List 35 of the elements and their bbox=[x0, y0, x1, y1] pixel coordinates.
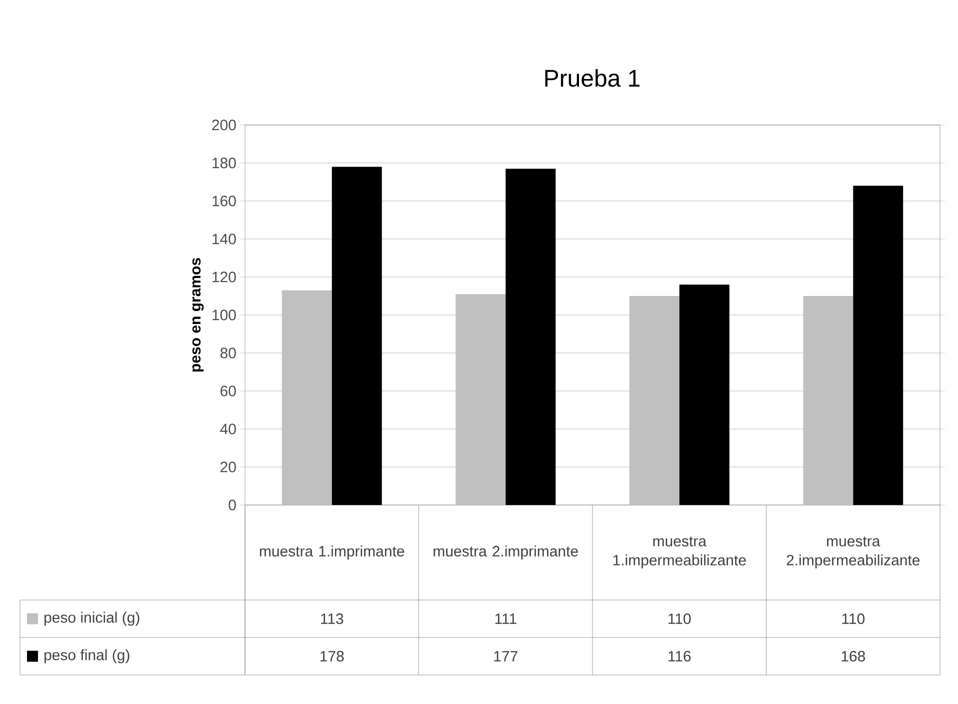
bar bbox=[853, 186, 904, 505]
bar bbox=[282, 290, 332, 505]
y-tick-label: 60 bbox=[220, 386, 236, 396]
legend-label: peso final (g) bbox=[44, 649, 130, 664]
bar bbox=[456, 294, 506, 505]
data-label: 178 bbox=[320, 650, 344, 662]
x-tick-label: muestra 2.imprimante bbox=[434, 546, 578, 560]
y-tick-label: 200 bbox=[212, 120, 236, 130]
data-label: 110 bbox=[842, 613, 864, 624]
data-label: 111 bbox=[495, 614, 516, 624]
y-tick-label: 80 bbox=[220, 348, 236, 358]
bar bbox=[506, 168, 556, 505]
x-tick-label: muestra 2.impermeabilizante bbox=[786, 536, 920, 568]
x-tick-label: muestra 1.imprimante bbox=[260, 546, 404, 560]
x-tick-label: muestra 1.impermeabilizante bbox=[613, 536, 746, 568]
bar bbox=[332, 166, 382, 505]
y-tick-label: 100 bbox=[212, 310, 236, 320]
y-tick-label: 40 bbox=[220, 424, 236, 434]
bar bbox=[679, 284, 730, 505]
legend-label: peso inicial (g) bbox=[44, 612, 140, 626]
data-label: 110 bbox=[668, 613, 691, 624]
y-tick-label: 120 bbox=[212, 272, 236, 282]
bar bbox=[629, 296, 680, 505]
y-tick-label: 160 bbox=[212, 196, 236, 206]
y-tick-label: 20 bbox=[220, 462, 236, 472]
data-label: 168 bbox=[842, 650, 865, 662]
bar bbox=[803, 296, 854, 505]
y-tick-label: 0 bbox=[228, 500, 236, 510]
y-tick-label: 180 bbox=[212, 158, 236, 168]
y-tick-label: 140 bbox=[212, 234, 236, 244]
chart-title: Prueba 1 bbox=[545, 69, 640, 87]
data-label: 113 bbox=[321, 613, 344, 624]
data-label: 177 bbox=[494, 651, 518, 662]
y-axis-title: peso en gramos bbox=[192, 258, 204, 372]
data-label: 116 bbox=[668, 650, 691, 662]
